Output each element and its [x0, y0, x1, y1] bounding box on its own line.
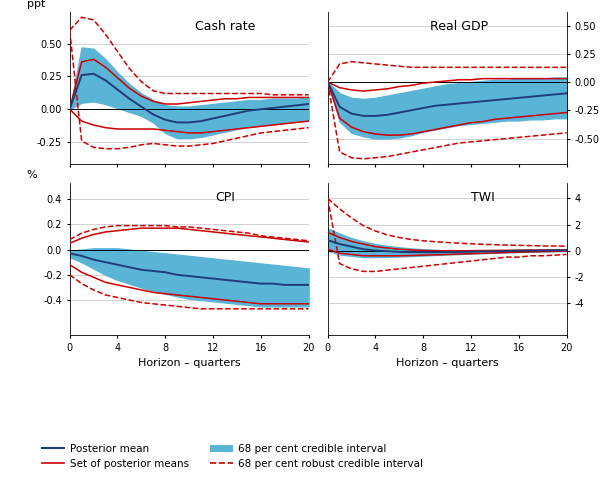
Text: ppt: ppt [27, 0, 45, 9]
Title: Real GDP: Real GDP [430, 20, 488, 33]
X-axis label: Horizon – quarters: Horizon – quarters [396, 358, 499, 368]
Title: CPI: CPI [215, 191, 235, 204]
X-axis label: Horizon – quarters: Horizon – quarters [138, 358, 241, 368]
Legend: Posterior mean, Set of posterior means, 68 per cent credible interval, 68 per ce: Posterior mean, Set of posterior means, … [42, 444, 423, 469]
Text: %: % [27, 170, 38, 180]
Title: TWI: TWI [471, 191, 495, 204]
Title: Cash rate: Cash rate [195, 20, 255, 33]
